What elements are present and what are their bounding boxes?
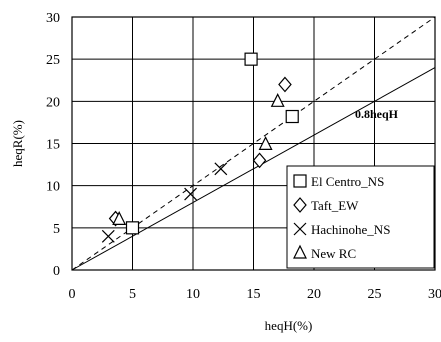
data-point-cross <box>184 187 198 201</box>
data-point-square <box>125 221 140 235</box>
x-tick-label: 15 <box>247 287 261 302</box>
y-tick-label: 15 <box>46 138 60 153</box>
reference-line-solid <box>71 67 436 271</box>
y-axis-label: heqR(%) <box>10 120 25 167</box>
x-tick-label: 25 <box>368 287 382 302</box>
data-points <box>101 52 299 243</box>
legend-label: El Centro_NS <box>311 174 384 189</box>
legend-label: Taft_EW <box>311 198 359 213</box>
data-point-triangle <box>112 211 127 225</box>
data-point-diamond <box>278 76 292 93</box>
legend-marker-triangle <box>293 244 307 259</box>
x-axis-label: heqH(%) <box>265 318 313 333</box>
data-point-triangle <box>258 136 273 150</box>
x-tick-label: 10 <box>186 287 200 302</box>
data-point-diamond <box>252 152 267 169</box>
legend-marker-cross <box>293 222 307 236</box>
y-tick-label: 20 <box>46 95 60 110</box>
y-tick-label: 25 <box>46 53 60 68</box>
tick-labels: 0 5 10 15 20 25 30 0 5 10 15 20 25 30 <box>46 11 441 302</box>
y-tick-label: 5 <box>53 222 60 237</box>
y-tick-label: 30 <box>46 11 60 26</box>
legend-marker-diamond <box>293 197 307 213</box>
x-tick-label: 0 <box>69 287 76 302</box>
data-point-cross <box>214 162 228 176</box>
y-tick-label: 0 <box>53 264 60 279</box>
data-point-square <box>285 109 299 124</box>
x-tick-label: 5 <box>129 287 136 302</box>
legend-box <box>286 165 435 269</box>
ref-line-annotation: 0.8heqH <box>355 107 399 121</box>
legend: El Centro_NS Taft_EW Hachinohe_NS New RC <box>293 174 390 261</box>
x-tick-label: 30 <box>428 287 441 302</box>
data-point-cross <box>101 229 115 243</box>
x-tick-label: 20 <box>307 287 321 302</box>
plot-frame <box>71 16 436 271</box>
data-point-triangle <box>270 92 285 107</box>
legend-label: New RC <box>311 246 356 261</box>
data-point-square <box>244 52 258 66</box>
y-tick-label: 10 <box>46 180 60 195</box>
legend-label: Hachinohe_NS <box>311 222 390 237</box>
legend-marker-square <box>293 174 307 188</box>
plot-border <box>71 16 436 271</box>
